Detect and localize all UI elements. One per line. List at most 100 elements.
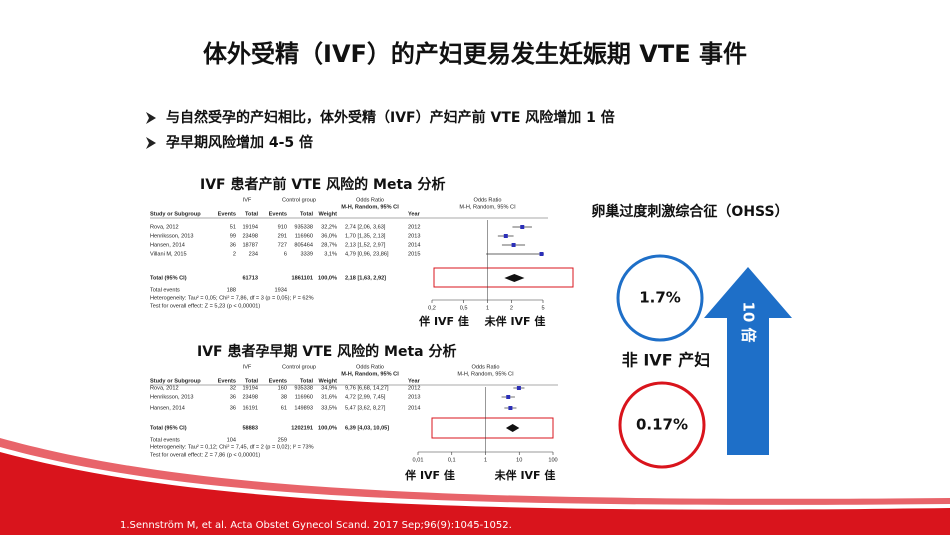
table-cell: 32,2% (321, 224, 337, 230)
or-square (520, 225, 525, 229)
table-cell: 935338 (294, 224, 313, 230)
bullet-marker (146, 137, 156, 149)
forest-plot: IVF Control group Odds Ratio Study or Subgr… (150, 197, 574, 311)
table-cell: 32 (230, 385, 236, 391)
note: Heterogeneity: Tau² = 0,05; Chi² = 7,86,… (150, 295, 314, 301)
ivf-circle (616, 254, 704, 342)
x-tick-label: 2 (510, 305, 513, 311)
axis-side-label: 伴 IVF 佳 (404, 468, 455, 482)
x-tick-label: 1 (484, 457, 487, 463)
total-cell: 6,39 [4,03, 10,05] (345, 425, 389, 431)
plot-header: M-H, Random, 95% CI (459, 204, 516, 210)
table-cell: Hansen, 2014 (150, 405, 185, 411)
bullet: 孕早期风险增加 4-5 倍 (166, 134, 313, 151)
table-cell: 935338 (294, 385, 313, 391)
footnote: 1.Sennström M, et al. Acta Obstet Gyneco… (120, 520, 512, 531)
table-cell: 38 (281, 394, 287, 400)
table-cell: 727 (278, 242, 287, 248)
total-cell: 1861101 (292, 275, 313, 281)
total-cell: Total (95% CI) (150, 425, 187, 431)
column-header: Total (300, 378, 313, 384)
table-cell: 2013 (408, 233, 420, 239)
column-header: Year (408, 378, 421, 384)
highlight-box (431, 417, 554, 439)
table-cell: 2,13 [1,52, 2,97] (345, 242, 386, 248)
plot-header: Odds Ratio (474, 197, 502, 203)
x-tick-label: 1 (486, 305, 489, 311)
table-cell: 31,6% (321, 394, 337, 400)
column-group: Odds Ratio (356, 197, 384, 203)
axis-side-label: 未伴 IVF 佳 (484, 314, 546, 328)
table-cell: 805464 (294, 242, 313, 248)
axis-side-label: 未伴 IVF 佳 (494, 468, 556, 482)
column-group: IVF (243, 364, 252, 370)
axis-side-label: 伴 IVF 佳 (418, 314, 469, 328)
table-cell: 99 (230, 233, 236, 239)
total-cell: 61713 (242, 275, 258, 281)
table-cell: 36,0% (321, 233, 337, 239)
note: Heterogeneity: Tau² = 0,12; Chi² = 7,45,… (150, 444, 314, 450)
table-cell: 3339 (301, 251, 313, 257)
table-cell: 2013 (408, 394, 420, 400)
ohss-title: 卵巢过度刺激综合征（OHSS） (591, 203, 788, 220)
table-cell: 4,72 [2,99, 7,45] (345, 394, 386, 400)
note: Test for overall effect: Z = 5,23 (p < 0… (150, 303, 260, 309)
forest-plots: IVF Control group Odds Ratio Study or Subgr… (150, 197, 574, 463)
column-group: Control group (282, 197, 316, 203)
table-cell: 34,9% (321, 385, 337, 391)
table-cell: 5,47 [3,62, 8,27] (345, 405, 386, 411)
table-cell: Hansen, 2014 (150, 242, 185, 248)
highlight-box (433, 267, 574, 288)
column-header: Events (269, 211, 287, 217)
table-cell: Henriksson, 2013 (150, 394, 194, 400)
table-cell: 2014 (408, 405, 420, 411)
x-tick-label: 100 (548, 457, 557, 463)
column-header: Total (245, 211, 258, 217)
table-cell: 61 (281, 405, 287, 411)
table-cell: 28,7% (321, 242, 337, 248)
table-cell: 2,74 [2,06, 3,63] (345, 224, 386, 230)
table-cell: Rova, 2012 (150, 385, 179, 391)
column-group: Odds Ratio (356, 364, 384, 370)
bullet: 与自然受孕的产妇相比，体外受精（IVF）产妇产前 VTE 风险增加 1 倍 (166, 109, 615, 126)
x-tick-label: 0,2 (428, 305, 436, 311)
footer-band (0, 452, 950, 535)
table-cell: 116960 (295, 233, 313, 239)
table-cell: Henriksson, 2013 (150, 233, 194, 239)
or-square (506, 395, 511, 399)
bullet-marker (146, 112, 156, 124)
table-cell: 116960 (295, 394, 313, 400)
column-group: Control group (282, 364, 316, 370)
column-header: Study or Subgroup (150, 211, 201, 217)
table-cell: 36 (230, 394, 236, 400)
or-square (508, 406, 513, 410)
fold-arrow (704, 267, 792, 455)
x-tick-label: 5 (541, 305, 544, 311)
table-cell: 33,5% (321, 405, 337, 411)
column-header: Weight (318, 211, 337, 217)
plot-title: IVF 患者孕早期 VTE 风险的 Meta 分析 (197, 343, 457, 360)
table-cell: 2012 (408, 385, 420, 391)
total-events: 188 (227, 287, 236, 293)
x-tick-label: 0,01 (413, 457, 424, 463)
table-cell: 19194 (242, 224, 258, 230)
column-header: Total (245, 378, 258, 384)
or-square (511, 243, 516, 247)
total-events: 1934 (275, 287, 287, 293)
table-cell: 9,76 [6,68, 14,27] (345, 385, 389, 391)
x-tick-label: 0,5 (460, 305, 468, 311)
table-cell: 6 (284, 251, 287, 257)
column-header: Total (300, 211, 313, 217)
note: Test for overall effect: Z = 7,86 (p < 0… (150, 452, 260, 458)
total-cell: 1202191 (291, 425, 313, 431)
total-diamond (505, 424, 520, 432)
table-cell: 23498 (242, 233, 258, 239)
or-square (503, 234, 508, 238)
total-cell: 100,0% (318, 425, 337, 431)
table-cell: Villani M, 2015 (150, 251, 187, 257)
total-events: Total events (150, 287, 180, 293)
table-cell: 234 (249, 251, 258, 257)
table-cell: 16191 (242, 405, 258, 411)
x-tick-label: 10 (516, 457, 522, 463)
